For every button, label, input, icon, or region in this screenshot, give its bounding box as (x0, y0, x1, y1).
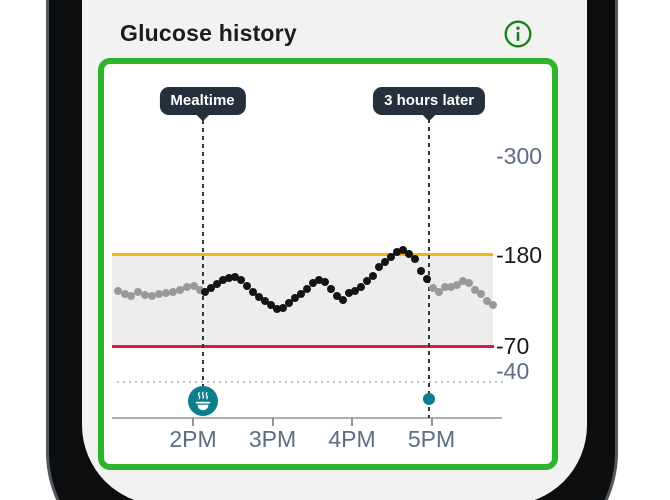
glucose-reading-dot (182, 283, 191, 292)
x-axis-tick (430, 418, 433, 426)
glucose-reading-dot (254, 293, 263, 302)
glucose-reading-dot (417, 266, 426, 275)
three-hours-marker-dot (423, 393, 436, 405)
meal-icon (187, 386, 218, 416)
glucose-reading-dot (471, 285, 480, 294)
glucose-reading-dot (368, 271, 377, 280)
x-axis-tick-label: 3PM (248, 426, 297, 452)
low-dotted-line (117, 381, 506, 383)
glucose-reading-dot (219, 275, 228, 284)
three-hours-badge: 3 hours later (373, 87, 486, 115)
x-axis-tick (351, 418, 353, 426)
three-hours-dashed-line (428, 119, 431, 418)
glucose-reading-dot (351, 287, 360, 296)
glucose-reading-dot (476, 289, 485, 298)
mealtime-badge: Mealtime (159, 87, 246, 115)
glucose-reading-dot (375, 263, 384, 272)
glucose-reading-dot (344, 289, 353, 298)
x-axis-tick-label: 4PM (328, 426, 376, 452)
glucose-reading-dot (459, 276, 468, 285)
glucose-reading-dot (207, 284, 216, 293)
y-axis-tick-label: -180 (496, 242, 543, 268)
glucose-reading-dot (200, 288, 209, 297)
glucose-reading-dot (327, 284, 336, 293)
glucose-reading-dot (447, 283, 456, 292)
glucose-reading-dot (196, 285, 205, 294)
glucose-reading-dot (161, 289, 170, 298)
glucose-reading-dot (483, 296, 492, 305)
glucose-reading-dot (398, 246, 407, 255)
info-icon (503, 20, 533, 52)
glucose-reading-dot (410, 255, 419, 264)
y-axis-tick-label: -40 (496, 357, 530, 384)
glucose-reading-dot (114, 286, 123, 295)
glucose-reading-dot (273, 304, 282, 313)
glucose-reading-dot (363, 276, 372, 285)
glucose-reading-dot (212, 279, 221, 288)
x-axis-line (112, 417, 502, 419)
glucose-reading-dot (393, 247, 402, 256)
x-axis-tick-label: 5PM (407, 426, 456, 452)
y-axis-tick-label: -70 (496, 333, 530, 359)
glucose-reading-dot (266, 300, 275, 309)
glucose-reading-dot (464, 279, 473, 288)
glucose-reading-dot (224, 274, 233, 283)
x-axis-tick (271, 418, 274, 426)
glucose-reading-dot (176, 285, 185, 294)
glucose-reading-dot (320, 278, 329, 287)
glucose-reading-dot (189, 281, 198, 290)
glucose-reading-dot (278, 303, 287, 312)
glucose-reading-dot (147, 292, 156, 301)
glucose-reading-dot (140, 290, 149, 299)
glucose-reading-dot (290, 294, 299, 303)
glucose-reading-dot (134, 288, 143, 297)
glucose-reading-dot (297, 289, 306, 298)
glucose-reading-dot (441, 283, 449, 292)
glucose-reading-dot (386, 252, 395, 261)
mealtime-dashed-line (201, 120, 204, 386)
glucose-reading-dot (248, 288, 257, 297)
x-axis-tick (192, 418, 194, 426)
glucose-reading-dot (236, 275, 245, 284)
glucose-reading-dot (285, 298, 294, 307)
glucose-reading-dot (332, 292, 341, 301)
glucose-reading-dot (243, 281, 252, 290)
glucose-reading-dot (356, 283, 365, 292)
glucose-reading-dot (339, 295, 348, 304)
y-axis-tick-label: -300 (496, 142, 543, 169)
glucose-reading-dot (405, 250, 414, 259)
glucose-reading-dot (434, 288, 443, 297)
info-button[interactable] (503, 19, 533, 49)
glucose-reading-dot (309, 279, 318, 288)
lower-limit-line (112, 345, 494, 348)
upper-limit-line (112, 253, 493, 256)
glucose-reading-dot (169, 288, 178, 297)
glucose-reading-dot (231, 273, 240, 282)
glucose-reading-dot (429, 284, 438, 293)
glucose-reading-dot (154, 289, 163, 298)
x-axis-tick-label: 2PM (169, 426, 217, 452)
glucose-reading-dot (422, 274, 431, 283)
in-range-band (112, 255, 493, 346)
glucose-reading-dot (488, 301, 497, 310)
glucose-reading-dot (314, 275, 323, 284)
glucose-reading-dot (452, 280, 461, 289)
glucose-reading-dot (302, 284, 311, 293)
glucose-reading-dot (261, 297, 270, 306)
glucose-reading-dot (381, 258, 390, 267)
glucose-reading-dot (120, 289, 129, 298)
page-title: Glucose history (120, 20, 297, 46)
glucose-reading-dot (126, 292, 135, 301)
